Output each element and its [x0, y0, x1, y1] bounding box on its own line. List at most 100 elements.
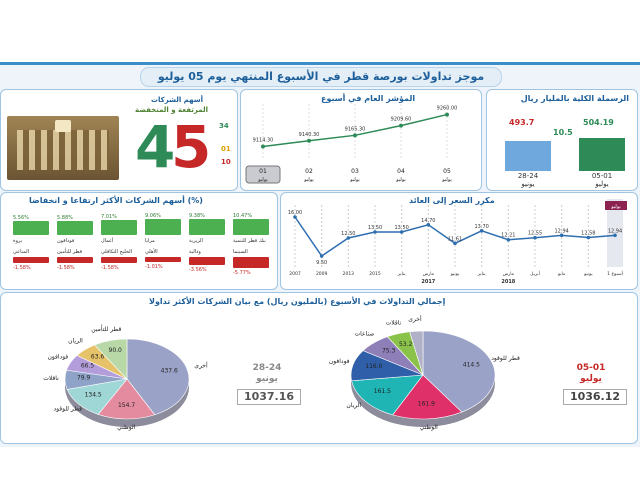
pie-name-label: فودافون: [329, 358, 350, 365]
market-cap-curr-month: يوليو: [595, 180, 609, 188]
pe-value-label: 11.61: [448, 236, 462, 242]
market-cap-prev-value: 493.7: [509, 118, 535, 127]
stocks-unchanged: 01: [221, 145, 231, 153]
stocks-up: 34: [219, 122, 229, 130]
volume-title: إجمالي التداولات في الأسبوع (بالمليون ري…: [149, 297, 446, 306]
index-value-label: 9209.60: [391, 117, 412, 123]
gainer-name: مزايا: [145, 238, 155, 244]
pie-slice: [97, 378, 156, 420]
pie-value-label: 414.5: [463, 361, 480, 368]
gainer-bar: [145, 219, 181, 235]
loser-name: ودالية: [189, 249, 201, 255]
index-month-label: يوليو: [303, 177, 314, 183]
gainer-pct: 5.56%: [13, 215, 29, 221]
index-value-label: 9140.30: [299, 132, 320, 138]
pe-current-highlight: [607, 199, 623, 267]
pe-last-tag: يوليو: [610, 204, 621, 210]
volume-previous-total: 1037.16: [237, 389, 301, 405]
pe-value-label: 12.94: [555, 228, 569, 234]
building-logo-icon: [55, 120, 71, 132]
pe-value-label: 9.50: [316, 260, 327, 266]
pe-x-label: 2009: [316, 271, 328, 277]
gainer-bar: [233, 219, 269, 235]
loser-pct: -3.56%: [189, 267, 207, 273]
gainer-name: بروة: [13, 238, 23, 244]
movers-panel: أسهم الشركات الأكثر ارتفاعا و انخفاضا (%…: [0, 192, 278, 290]
building-windows: [17, 130, 109, 170]
loser-name: الخليج التكافلي: [101, 249, 133, 255]
loser-name: قطر للتأمين: [57, 249, 83, 255]
pe-x-label: 2013: [343, 271, 355, 277]
gainer-pct: 5.88%: [57, 215, 73, 221]
gainer-name: أعمال: [101, 238, 114, 244]
stocks-total-units: 5: [171, 113, 212, 181]
pie-value-label: 90.0: [109, 347, 123, 354]
loser-bar: [57, 257, 93, 263]
pie-value-label: 75.3: [382, 347, 396, 354]
pe-value-label: 13.50: [368, 225, 382, 231]
index-panel: المؤشر العام في أسبوع 9114.30 01 يوليو 9140…: [240, 89, 482, 191]
pe-x-label: مارس: [503, 272, 515, 277]
stocks-total-tens: 4: [135, 113, 176, 181]
pie-value-label: 134.5: [85, 392, 102, 399]
pe-x-label: 2015: [369, 271, 381, 277]
pie-name-label: أخرى: [408, 315, 422, 323]
gainer-name: فودافون: [57, 238, 75, 244]
loser-name: المناعي: [13, 249, 29, 255]
building-image: [7, 116, 119, 180]
pe-point: [533, 235, 537, 240]
report-title: موجز تداولات بورصة قطر في الأسبوع المنته…: [140, 67, 502, 101]
pe-value-label: 14.70: [421, 218, 435, 224]
stocks-down: 10: [221, 158, 231, 166]
index-value-label: 9114.30: [253, 137, 274, 143]
loser-name: السينما: [233, 249, 248, 255]
volume-current-date: 05-01 يوليو: [561, 363, 621, 385]
loser-pct: -1.01%: [145, 264, 163, 270]
pie-name-label: قطر للوقود: [53, 405, 82, 412]
pe-value-label: 12.21: [501, 233, 515, 239]
market-cap-prev-range: 28-24: [517, 172, 539, 180]
market-cap-title: الرسملة الكلية بالمليار ريال: [520, 94, 629, 103]
index-month-label: يوليو: [349, 177, 360, 183]
pie-slice: [126, 338, 190, 416]
pe-value-label: 12.55: [528, 231, 542, 237]
pe-title: مكرر السعر إلى العائد: [409, 196, 495, 205]
index-day-label: 04: [397, 168, 405, 175]
volume-panel: إجمالي التداولات في الأسبوع (بالمليون ري…: [0, 292, 638, 444]
gainer-pct: 9.06%: [145, 213, 161, 219]
pie-slice: [94, 338, 128, 380]
pe-point: [453, 241, 457, 246]
pie-name-label: ناقلات: [43, 375, 59, 382]
movers-title: أسهم الشركات الأكثر ارتفاعا و انخفاضا (%…: [29, 196, 203, 205]
market-cap-curr-range: 05-01: [591, 172, 613, 180]
gainer-pct: 7.01%: [101, 214, 117, 220]
loser-bar: [233, 257, 269, 268]
market-cap-curr-value: 504.19: [583, 118, 614, 127]
gainer-pct: 10.47%: [233, 213, 253, 219]
market-cap-panel: الرسملة الكلية بالمليار ريال 493.7 504.1…: [486, 89, 638, 191]
gainer-name: الزيرية: [189, 238, 203, 244]
pe-x-label: 2007: [289, 271, 301, 277]
pie-value-label: 66.5: [81, 362, 95, 369]
pie-value-label: 79.9: [77, 375, 91, 382]
pie-slice: [351, 374, 424, 416]
volume-current-range: 05-01: [576, 363, 606, 373]
index-point: [353, 133, 357, 138]
pe-point: [346, 236, 351, 240]
pe-x-label: مايو: [557, 272, 566, 277]
loser-pct: -1.58%: [57, 265, 75, 271]
index-day-label: 02: [305, 168, 313, 175]
market-cap-change: 10.5: [553, 128, 573, 137]
pie-slice: [392, 374, 463, 420]
pie-name-label: الوطني: [117, 424, 136, 431]
pie-name-label: الوطني: [420, 424, 439, 431]
pe-point: [319, 254, 324, 258]
pe-point: [613, 233, 617, 238]
pe-point: [373, 230, 377, 234]
pe-last-tag-bg: [605, 201, 627, 210]
pe-point: [426, 223, 431, 227]
volume-previous-range: 28-24: [252, 363, 282, 373]
stocks-panel: أسهم الشركات المرتفعة و المنخفضة 4 5 34 …: [0, 89, 238, 191]
loser-bar: [189, 257, 225, 265]
